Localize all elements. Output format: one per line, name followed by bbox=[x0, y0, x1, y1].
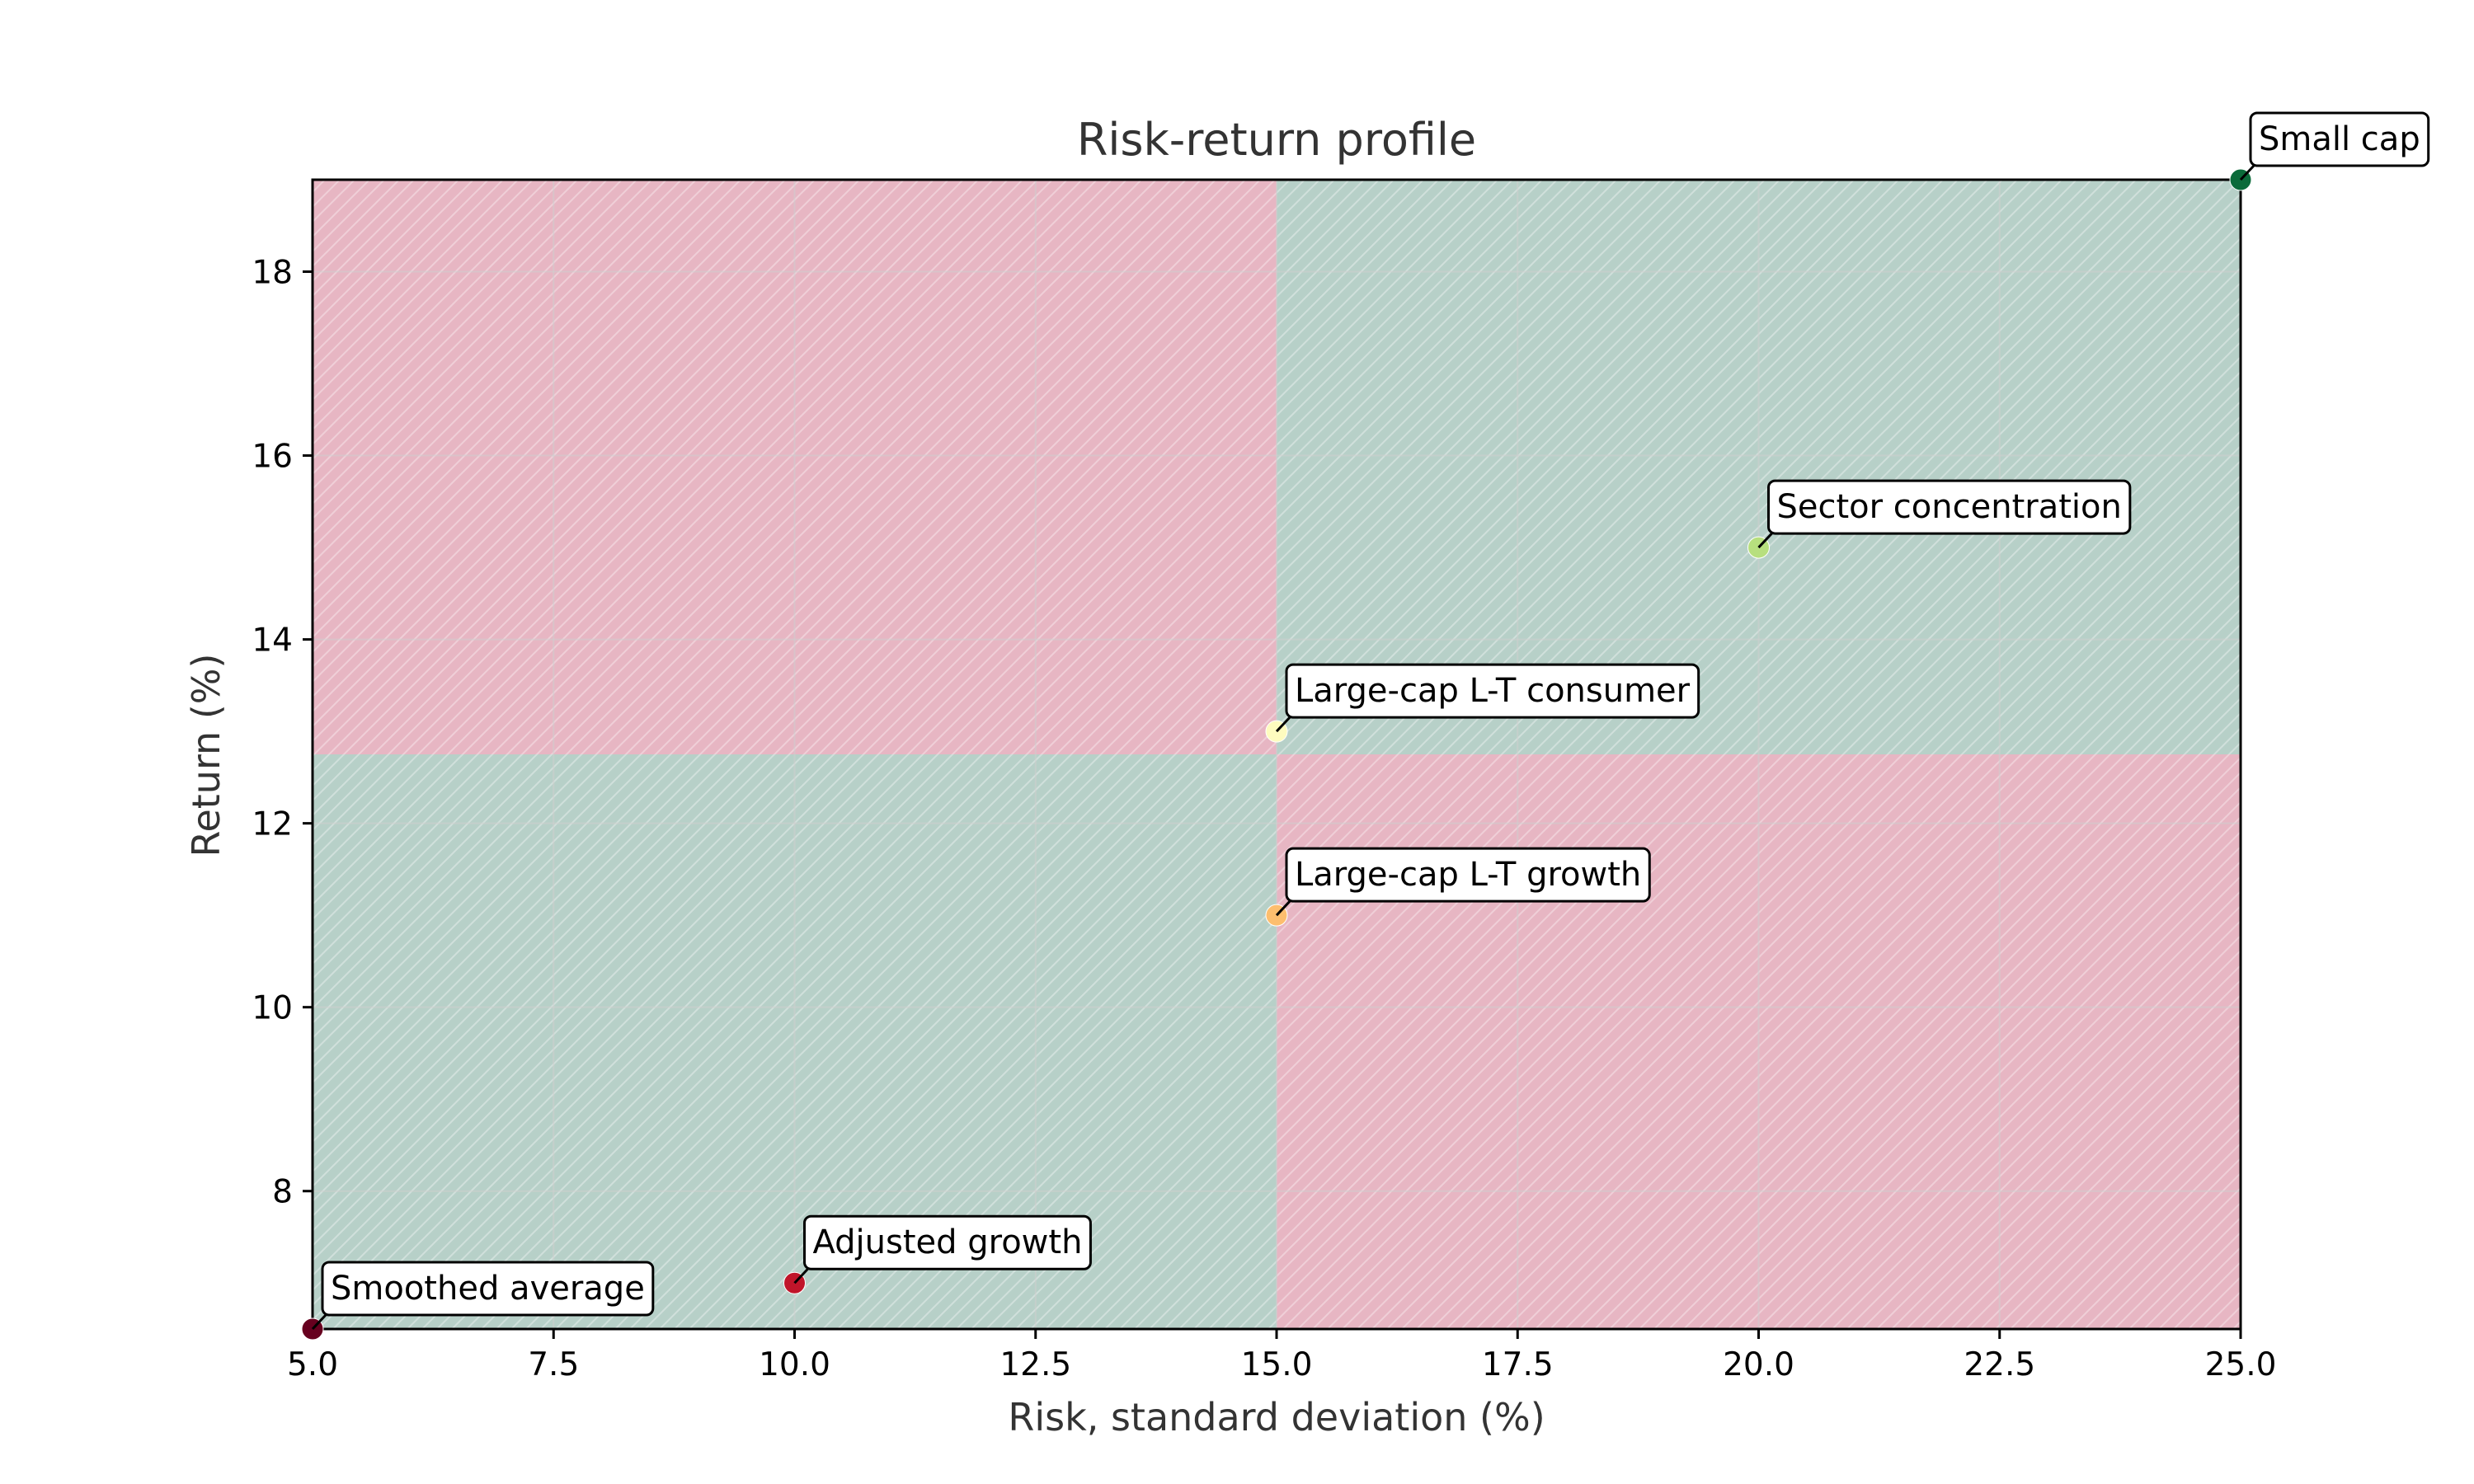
y-tick-label: 8 bbox=[272, 1174, 293, 1211]
point-label: Small cap bbox=[2259, 120, 2420, 158]
point-label-box bbox=[2249, 111, 2430, 167]
x-axis-ticks: 5.0 7.5 10.0 12.5 15.0 17.5 20.0 22.5 25.0 bbox=[287, 1329, 2276, 1383]
x-tick-label: 25.0 bbox=[2205, 1346, 2277, 1383]
point-label-arrow bbox=[1275, 900, 1291, 917]
chart-title: Risk-return profile bbox=[1077, 114, 1476, 166]
y-axis-ticks: 8 10 12 14 16 18 bbox=[252, 255, 313, 1211]
x-tick-label: 10.0 bbox=[759, 1346, 830, 1383]
point-label-box bbox=[1285, 663, 1700, 719]
x-tick-label: 5.0 bbox=[287, 1346, 338, 1383]
point-label: Large-cap L-T growth bbox=[1295, 856, 1641, 894]
x-axis-label: Risk, standard deviation (%) bbox=[1008, 1395, 1545, 1439]
y-tick-label: 10 bbox=[252, 990, 293, 1027]
point-label-box bbox=[1767, 479, 2132, 535]
point-label: Smoothed average bbox=[331, 1270, 645, 1308]
point-label: Adjusted growth bbox=[813, 1223, 1083, 1261]
point-label-box bbox=[1285, 847, 1651, 903]
point-label-arrow bbox=[793, 1268, 809, 1284]
y-axis-label: Return (%) bbox=[184, 654, 228, 857]
point-label-arrow bbox=[2239, 164, 2255, 181]
x-tick-label: 17.5 bbox=[1482, 1346, 1554, 1383]
y-tick-label: 16 bbox=[252, 439, 293, 476]
point-label-arrow bbox=[1275, 716, 1291, 733]
point-label-box bbox=[321, 1261, 655, 1317]
point-label: Large-cap L-T consumer bbox=[1295, 672, 1691, 710]
point-label-arrow bbox=[1757, 533, 1773, 549]
point-label-box bbox=[803, 1214, 1092, 1270]
point-annotations: Smoothed average Adjusted growth Large-cap… bbox=[311, 111, 2430, 1331]
y-tick-label: 14 bbox=[252, 622, 293, 660]
x-tick-label: 15.0 bbox=[1241, 1346, 1313, 1383]
y-tick-label: 18 bbox=[252, 255, 293, 292]
x-tick-label: 20.0 bbox=[1723, 1346, 1794, 1383]
point-label-arrow bbox=[311, 1313, 327, 1331]
x-tick-label: 7.5 bbox=[528, 1346, 579, 1383]
x-tick-label: 12.5 bbox=[999, 1346, 1071, 1383]
x-tick-label: 22.5 bbox=[1964, 1346, 2035, 1383]
point-label: Sector concentration bbox=[1777, 488, 2122, 526]
y-tick-label: 12 bbox=[252, 806, 293, 843]
